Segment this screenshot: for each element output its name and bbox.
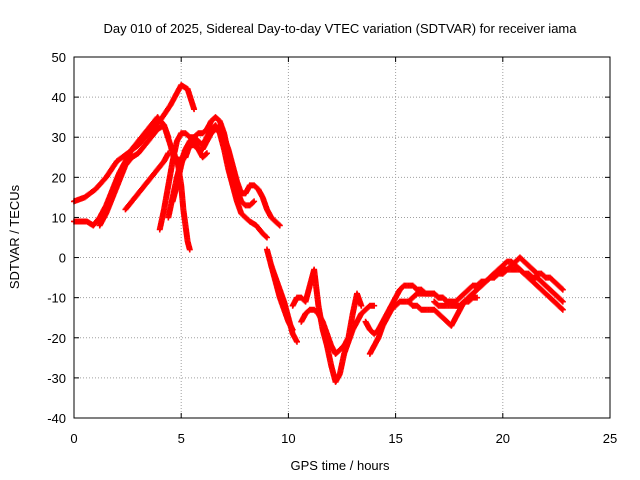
data-point [165,134,172,141]
data-point [262,233,269,240]
data-point [263,234,270,241]
y-tick-label: 10 [52,210,66,225]
data-point [275,221,282,228]
data-point [202,151,209,158]
y-tick-label: -30 [47,371,66,386]
data-point [474,294,481,301]
y-tick-label: 20 [52,170,66,185]
x-tick-label: 15 [388,431,402,446]
data-points [71,82,566,385]
y-tick-label: 50 [52,50,66,65]
chart-title: Day 010 of 2025, Sidereal Day-to-day VTE… [103,21,577,36]
x-tick-label: 5 [178,431,185,446]
data-point [250,199,257,206]
data-point [251,198,258,205]
y-tick-label: -10 [47,291,66,306]
x-axis-label: GPS time / hours [291,458,390,473]
series-track-17 [431,294,481,309]
data-point [186,246,193,253]
x-tick-label: 0 [70,431,77,446]
data-point [276,222,283,229]
grid-lines [74,57,610,418]
data-point [558,297,565,304]
data-point [165,150,172,157]
x-tick-label: 25 [603,431,617,446]
data-point [293,338,300,345]
y-tick-label: 40 [52,90,66,105]
series-track-16 [405,254,566,305]
y-tick-label: -40 [47,411,66,426]
data-point [191,106,198,113]
series-track-13 [298,290,365,357]
data-point [358,302,365,309]
data-point [559,306,566,313]
data-point [558,285,565,292]
plot-frame [73,56,611,419]
y-axis-ticks: -40 -30 -20 -10 0 10 20 30 40 50 [47,50,610,426]
data-point [558,305,565,312]
x-tick-label: 10 [281,431,295,446]
data-point [559,286,566,293]
series-track-3 [96,122,172,229]
y-tick-label: 0 [59,251,66,266]
series-track-4 [122,150,172,213]
series-track-7 [165,126,283,229]
series-track-9 [182,138,210,161]
data-point [289,326,296,333]
data-point [559,298,566,305]
data-point [203,150,210,157]
series-track-8 [173,154,193,253]
x-axis-ticks: 0 5 10 15 20 25 [70,57,617,446]
x-tick-label: 20 [496,431,510,446]
y-tick-label: 30 [52,130,66,145]
y-tick-label: -20 [47,331,66,346]
y-axis-label: SDTVAR / TECUs [7,184,22,289]
data-point [371,302,378,309]
series-track-11 [263,246,296,333]
